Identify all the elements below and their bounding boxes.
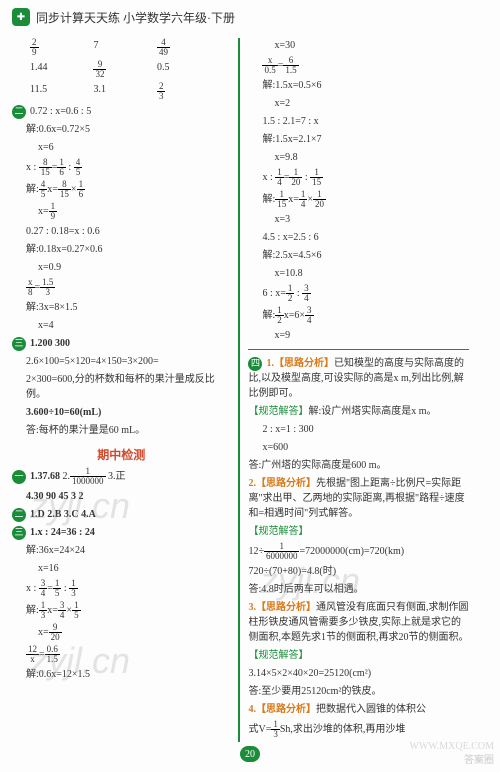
step: x : 14=120 : 115 <box>248 168 468 187</box>
step: 解:1.5x=2.1×7 <box>248 132 468 147</box>
step: 解:0.18x=0.27×0.6 <box>12 242 230 257</box>
step: x0.5=61.5 <box>248 56 468 75</box>
step: 720÷(70+80)=4.8(时) <box>248 564 468 579</box>
question: 2.【思路分析】先根据"图上距离÷比例尺=实际距离"求出甲、乙两地的实际距离,再… <box>248 476 468 521</box>
text-line: 2×300=600,分的杯数和每杯的果汁量成反比例。 <box>12 372 230 402</box>
step: x : 815=16 : 45 <box>12 158 230 177</box>
text-line: 3.600÷10=60(mL) <box>12 405 230 420</box>
step: x=2 <box>248 96 468 111</box>
step: x=10.8 <box>248 266 468 281</box>
header-icon: ✚ <box>12 8 30 26</box>
step: 解:13x=34×15 <box>12 601 230 620</box>
step: 解:0.6x=12×1.5 <box>12 667 230 682</box>
step: x=16 <box>12 561 230 576</box>
step: x=30 <box>248 38 468 53</box>
step: x=600 <box>248 440 468 455</box>
step: 解:45x=815×16 <box>12 180 230 199</box>
answer-label: 【规范解答】解:设广州塔实际高度是x m。 <box>248 404 468 419</box>
step: 解:1.5x=0.5×6 <box>248 78 468 93</box>
text-line: 答:每杯的果汁量是60 mL。 <box>12 423 230 438</box>
section-title: 期中检测 <box>12 446 230 463</box>
step: x=920 <box>12 623 230 642</box>
step: 12÷16000000=72000000(cm)=720(km) <box>248 542 468 561</box>
step: 4.5 : x=2.5 : 6 <box>248 230 468 245</box>
section-marker: 三1.200 300 <box>12 336 230 351</box>
text-line: 答:广州塔的实际高度是600 m。 <box>248 458 468 473</box>
step: x=9.8 <box>248 150 468 165</box>
step: 解:2.5x=4.5×6 <box>248 248 468 263</box>
grid-row: 1.44 932 0.5 <box>12 60 230 79</box>
grid-row: 29 7 449 <box>12 38 230 57</box>
step: x=9 <box>248 328 468 343</box>
step: x8=1.53 <box>12 278 230 297</box>
step: x=3 <box>248 212 468 227</box>
section-marker: 二0.72 : x=0.6 : 5 <box>12 104 230 119</box>
step: x=6 <box>12 140 230 155</box>
step: 解:12x=6×34 <box>248 306 468 325</box>
step: 6 : x=12 : 34 <box>248 284 468 303</box>
page-number: 20 <box>240 746 260 762</box>
text-line: 2.6×100=5×120=4×150=3×200= <box>12 354 230 369</box>
step: x : 34=15 : 13 <box>12 579 230 598</box>
step: 2 : x=1 : 300 <box>248 422 468 437</box>
grid-row: 11.5 3.1 23 <box>12 82 230 101</box>
corner-label: 答案圈 <box>464 751 494 766</box>
step: x=4 <box>12 318 230 333</box>
section-marker: 三1.x : 24=36 : 24 <box>12 525 230 540</box>
content-columns: 29 7 449 1.44 932 0.5 11.5 3.1 23 二0.72 … <box>12 38 488 742</box>
section-marker: 四1.【思路分析】已知模型的高度与实际高度的比,以及模型高度,可设实际的高是x … <box>248 356 468 401</box>
question: 3.【思路分析】通风管没有底面只有侧面,求制作圆柱形铁皮通风管需要多少铁皮,实际… <box>248 600 468 645</box>
question: 4.【思路分析】把数据代入圆锥的体积公 <box>248 702 468 717</box>
header: ✚ 同步计算天天练 小学数学六年级·下册 <box>12 8 488 26</box>
step: 解:115x=14×120 <box>248 190 468 209</box>
step: 式V=13Sh,求出沙堆的体积,再用沙堆 <box>248 720 468 739</box>
step: x=19 <box>12 202 230 221</box>
left-column: 29 7 449 1.44 932 0.5 11.5 3.1 23 二0.72 … <box>12 38 240 742</box>
step: 1.5 : 2.1=7 : x <box>248 114 468 129</box>
step: 0.27 : 0.18=x : 0.6 <box>12 224 230 239</box>
right-column: x=30 x0.5=61.5 解:1.5x=0.5×6 x=2 1.5 : 2.… <box>248 38 476 742</box>
step: 解:0.6x=0.72×5 <box>12 122 230 137</box>
text-line: 4.30 90 45 3 2 <box>12 489 230 504</box>
header-title: 同步计算天天练 小学数学六年级·下册 <box>36 9 235 26</box>
step: 解:36x=24×24 <box>12 543 230 558</box>
section-marker: 二1.D 2.B 3.C 4.A <box>12 507 230 522</box>
step: 3.14×5×2×40×20=25120(cm²) <box>248 666 468 681</box>
step: x=0.9 <box>12 260 230 275</box>
text-line: 答:至少要用25120cm²的铁皮。 <box>248 684 468 699</box>
step: 12x=0.61.5 <box>12 645 230 664</box>
answer-label: 【规范解答】 <box>248 648 468 663</box>
divider <box>248 349 468 350</box>
step: 解:3x=8×1.5 <box>12 300 230 315</box>
answer-label: 【规范解答】 <box>248 524 468 539</box>
text-line: 答:4.8时后两车可以相遇。 <box>248 582 468 597</box>
section-marker: 一1.37.68 2.11000000 3.正 <box>12 467 230 486</box>
